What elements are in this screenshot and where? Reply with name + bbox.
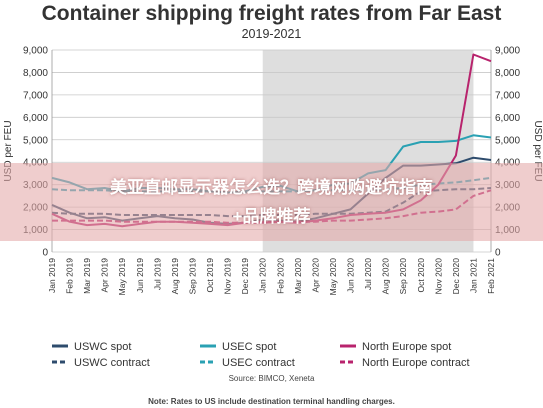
chart-subtitle: 2019-2021 [241, 27, 302, 41]
x-tick-label: Feb 2019 [65, 258, 75, 294]
legend-label: USEC contract [222, 357, 295, 369]
x-tick-label: Dec 2019 [240, 258, 250, 295]
y-tick-label-left: 9,000 [23, 46, 48, 57]
x-tick-label: Jan 2019 [47, 258, 57, 293]
x-tick-label: Jul 2019 [152, 258, 162, 290]
y-tick-label-left: 6,000 [23, 113, 48, 124]
y-tick-label-left: 0 [42, 248, 48, 259]
legend-label: USEC spot [222, 341, 276, 353]
y-axis-label-right: USD per FEU [532, 120, 543, 181]
legend-label: USWC spot [74, 341, 131, 353]
y-tick-label-right: 8,000 [495, 68, 520, 79]
chart-title: Container shipping freight rates from Fa… [41, 2, 502, 25]
x-tick-label: Jan 2020 [258, 258, 268, 293]
x-tick-label: Nov 2019 [223, 258, 233, 295]
x-tick-label: May 2020 [328, 258, 338, 296]
x-tick-label: Mar 2019 [82, 258, 92, 294]
y-tick-label-right: 5,000 [495, 135, 520, 146]
x-tick-label: Apr 2019 [100, 258, 110, 293]
y-tick-label-right: 0 [495, 248, 501, 259]
x-tick-label: Oct 2020 [416, 258, 426, 293]
x-tick-label: Sep 2019 [187, 258, 197, 295]
legend-label: North Europe contract [362, 357, 470, 369]
x-tick-label: Feb 2020 [275, 258, 285, 294]
legend-label: USWC contract [74, 357, 150, 369]
y-tick-label-left: 5,000 [23, 135, 48, 146]
chart-source: Source: BIMCO, Xeneta [228, 374, 315, 383]
x-tick-label: Apr 2020 [310, 258, 320, 293]
promo-overlay-line2: +品牌推荐 [232, 207, 311, 226]
y-tick-label-left: 8,000 [23, 68, 48, 79]
x-tick-label: Jun 2019 [135, 258, 145, 293]
y-tick-label-right: 9,000 [495, 46, 520, 57]
x-tick-label: Feb 2021 [486, 258, 496, 294]
promo-overlay [0, 163, 543, 241]
y-tick-label-right: 7,000 [495, 90, 520, 101]
x-tick-label: Jul 2020 [363, 258, 373, 290]
promo-overlay-line1: 美亚直邮显示器怎么选？跨境网购避坑指南 [110, 178, 433, 197]
x-tick-label: Aug 2019 [170, 258, 180, 295]
y-tick-label-left: 7,000 [23, 90, 48, 101]
x-tick-label: May 2019 [117, 258, 127, 296]
x-tick-label: Aug 2020 [381, 258, 391, 295]
x-tick-label: Nov 2020 [433, 258, 443, 295]
x-tick-label: Oct 2019 [205, 258, 215, 293]
y-tick-label-right: 6,000 [495, 113, 520, 124]
x-tick-label: Dec 2020 [451, 258, 461, 295]
x-tick-label: Sep 2020 [398, 258, 408, 295]
chart-note: Note: Rates to US include destination te… [148, 397, 395, 406]
x-tick-label: Jun 2020 [346, 258, 356, 293]
y-axis-label-left: USD per FEU [3, 120, 14, 181]
x-tick-label: Mar 2020 [293, 258, 303, 294]
legend-label: North Europe spot [362, 341, 451, 353]
x-tick-label: Jan 2021 [468, 258, 478, 293]
